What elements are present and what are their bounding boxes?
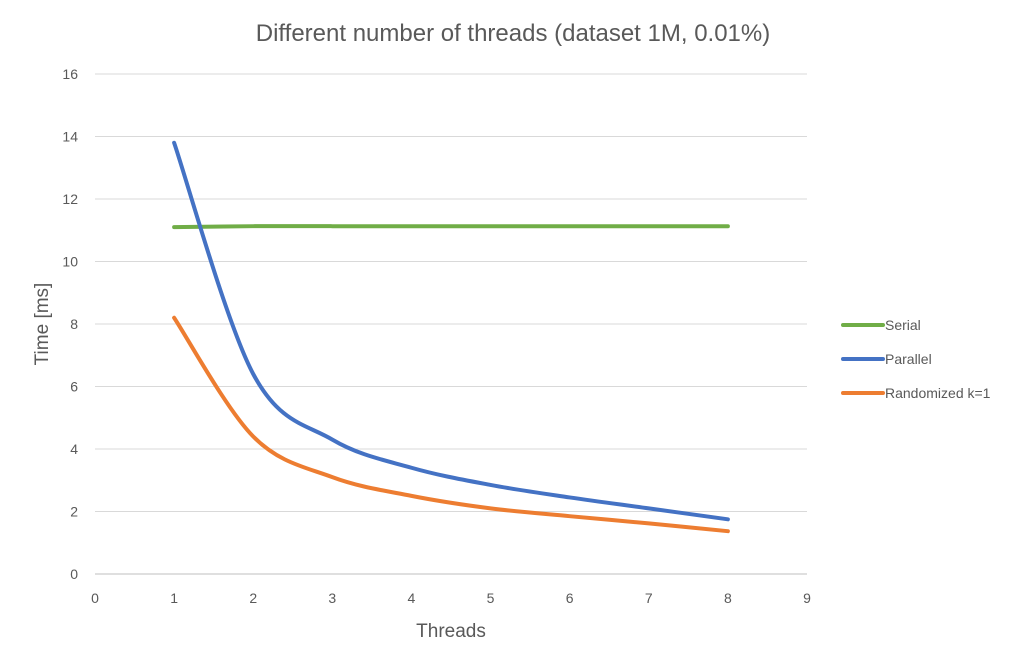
legend-label-parallel: Parallel [885,351,932,367]
x-tick-label-8: 8 [724,590,732,606]
x-tick-label-7: 7 [645,590,653,606]
x-tick-label-4: 4 [408,590,416,606]
series-lines [172,140,730,534]
gridlines [95,73,807,575]
y-tick-label-8: 8 [70,316,78,332]
x-axis-title: Threads [416,621,486,642]
legend-label-serial: Serial [885,317,921,333]
x-tick-label-9: 9 [803,590,811,606]
legend: Serial Parallel Randomized k=1 [841,317,991,401]
y-tick-label-14: 14 [62,129,78,145]
y-tick-label-0: 0 [70,566,78,582]
series-line-randomized-k-1 [172,315,730,534]
chart-title: Different number of threads (dataset 1M,… [256,20,771,47]
x-tick-label-5: 5 [487,590,495,606]
x-tick-label-0: 0 [91,590,99,606]
y-axis-title: Time [ms] [32,283,53,366]
x-tick-label-6: 6 [566,590,574,606]
series-line-parallel [172,140,730,522]
x-tick-label-3: 3 [328,590,336,606]
series-line-serial [172,224,730,230]
y-tick-label-4: 4 [70,441,78,457]
x-tick-label-2: 2 [249,590,257,606]
x-tick-label-1: 1 [170,590,178,606]
y-tick-label-10: 10 [62,254,78,270]
y-tick-label-2: 2 [70,504,78,520]
legend-label-randomized-k-1: Randomized k=1 [885,385,991,401]
y-tick-label-6: 6 [70,379,78,395]
y-tick-label-12: 12 [62,191,78,207]
y-tick-label-16: 16 [62,66,78,82]
